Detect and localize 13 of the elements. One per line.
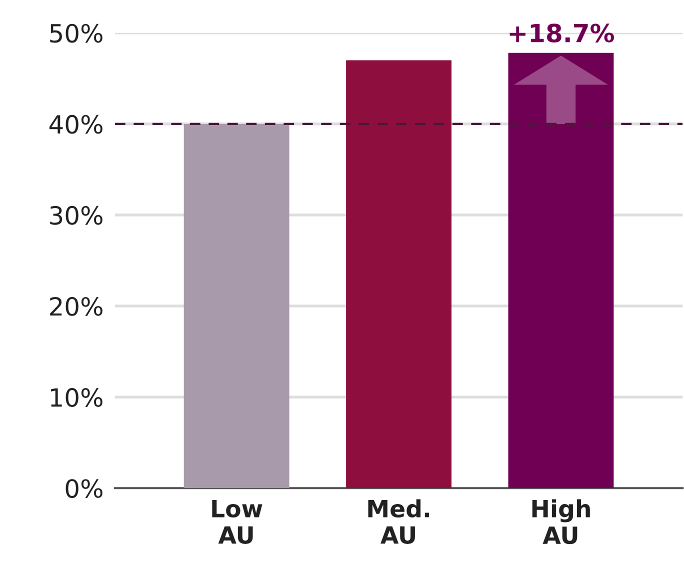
x-tick-label: High AU	[532, 499, 590, 544]
bar	[508, 52, 614, 488]
x-tick-label: Low AU	[212, 500, 262, 544]
annotation: +18.7%	[510, 24, 614, 43]
y-tick-label: 40%	[49, 114, 102, 134]
bar	[346, 60, 452, 488]
y-tick-label: 50%	[50, 24, 102, 43]
y-tick-label: 0%	[66, 479, 102, 498]
y-tick-label: 10%	[50, 388, 102, 407]
y-tick-label: 20%	[50, 296, 102, 316]
x-tick-label: Med. AU	[368, 499, 430, 544]
y-tick-label: 30%	[50, 206, 102, 225]
bar	[184, 124, 290, 488]
